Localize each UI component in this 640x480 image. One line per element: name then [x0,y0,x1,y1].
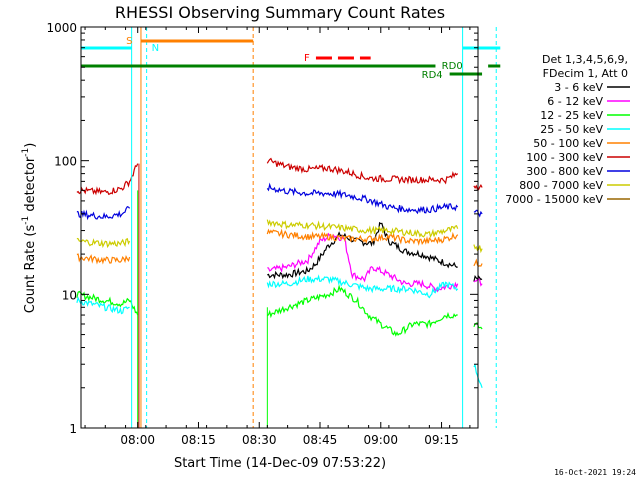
series-line [76,290,139,316]
y-label-main: Count Rate (s [23,225,38,314]
axes-layer: 08:00 08:15 08:30 08:45 09:00 09:15 1 10 100 1000 [46,21,479,447]
legend-header-1: Det 1,3,4,5,6,9, [542,53,628,66]
y-label-end: ) [23,143,38,148]
x-tick-label: 08:15 [181,433,216,447]
x-tick-label: 08:00 [120,433,155,447]
legend-entry-label: 6 - 12 keV [547,95,603,108]
y-label-exp2: -1 [21,148,31,157]
series-line [266,157,459,185]
plot-frame [80,26,479,429]
x-tick-label: 09:15 [424,433,459,447]
legend-entry-label: 12 - 25 keV [540,109,603,122]
y-axis-label: Count Rate (s-1 detector-1) [21,143,38,314]
series-line [76,163,139,196]
y-label-exp1: -1 [21,216,31,225]
series-layer [76,157,483,428]
legend-header-2: FDecim 1, Att 0 [543,67,628,80]
x-tick-label: 08:30 [242,433,277,447]
x-axis-label: Start Time (14-Dec-09 07:53:22) [174,456,386,471]
x-tick-label: 08:45 [303,433,338,447]
series-line [76,253,131,265]
legend-entry-label: 800 - 7000 keV [519,179,603,192]
y-tick-label: 10 [62,288,77,302]
series-line [267,232,459,293]
legend-entry-label: 25 - 50 keV [540,123,603,136]
flag-label: N [152,43,159,54]
y-tick-label: 1 [69,422,77,436]
flag-label: RD4 [422,70,443,81]
y-tick-label: 1000 [46,21,77,35]
flag-label: F [304,53,310,64]
series-line [266,284,458,337]
series-line [76,205,131,221]
flag-label: RD0 [442,61,463,72]
series-line [266,274,459,299]
legend: Det 1,3,4,5,6,9,FDecim 1, Att 03 - 6 keV… [505,53,630,206]
x-tick-label: 09:00 [363,433,398,447]
y-label-mid: detector [23,156,38,216]
series-line [266,182,459,215]
series-line [76,237,131,249]
footer-date: 16-Oct-2021 19:24 [554,468,636,477]
y-tick-label: 100 [54,155,77,169]
legend-entry-label: 300 - 800 keV [526,165,603,178]
flag-label: S [126,36,132,47]
legend-entry-label: 3 - 6 keV [554,81,603,94]
legend-entry-label: 100 - 300 keV [526,151,603,164]
series-line [266,228,459,247]
legend-entry-label: 7000 - 15000 keV [505,193,603,206]
series-line [267,221,458,280]
series-line [266,219,459,239]
chart-title: RHESSI Observing Summary Count Rates [115,3,445,22]
series-line [76,296,130,315]
legend-entry-label: 50 - 100 keV [533,137,603,150]
